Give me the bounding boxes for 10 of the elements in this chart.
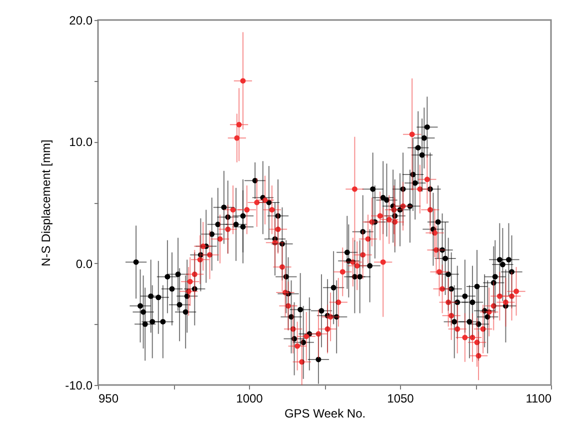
y-tick-label: -10.0	[65, 378, 93, 392]
y-tick-label: 20.0	[69, 14, 93, 28]
x-axis-title: GPS Week No.	[284, 406, 366, 420]
y-tick-label: 10.0	[69, 135, 93, 150]
x-tick-label: 950	[98, 392, 119, 406]
y-axis-title: N-S Displacement [mm]	[39, 140, 54, 266]
x-tick-label: 1000	[236, 392, 264, 406]
x-tick-label: 1100	[526, 392, 552, 406]
x-tick-label: 1050	[387, 392, 414, 406]
y-tick-label: 0.0	[76, 256, 93, 271]
